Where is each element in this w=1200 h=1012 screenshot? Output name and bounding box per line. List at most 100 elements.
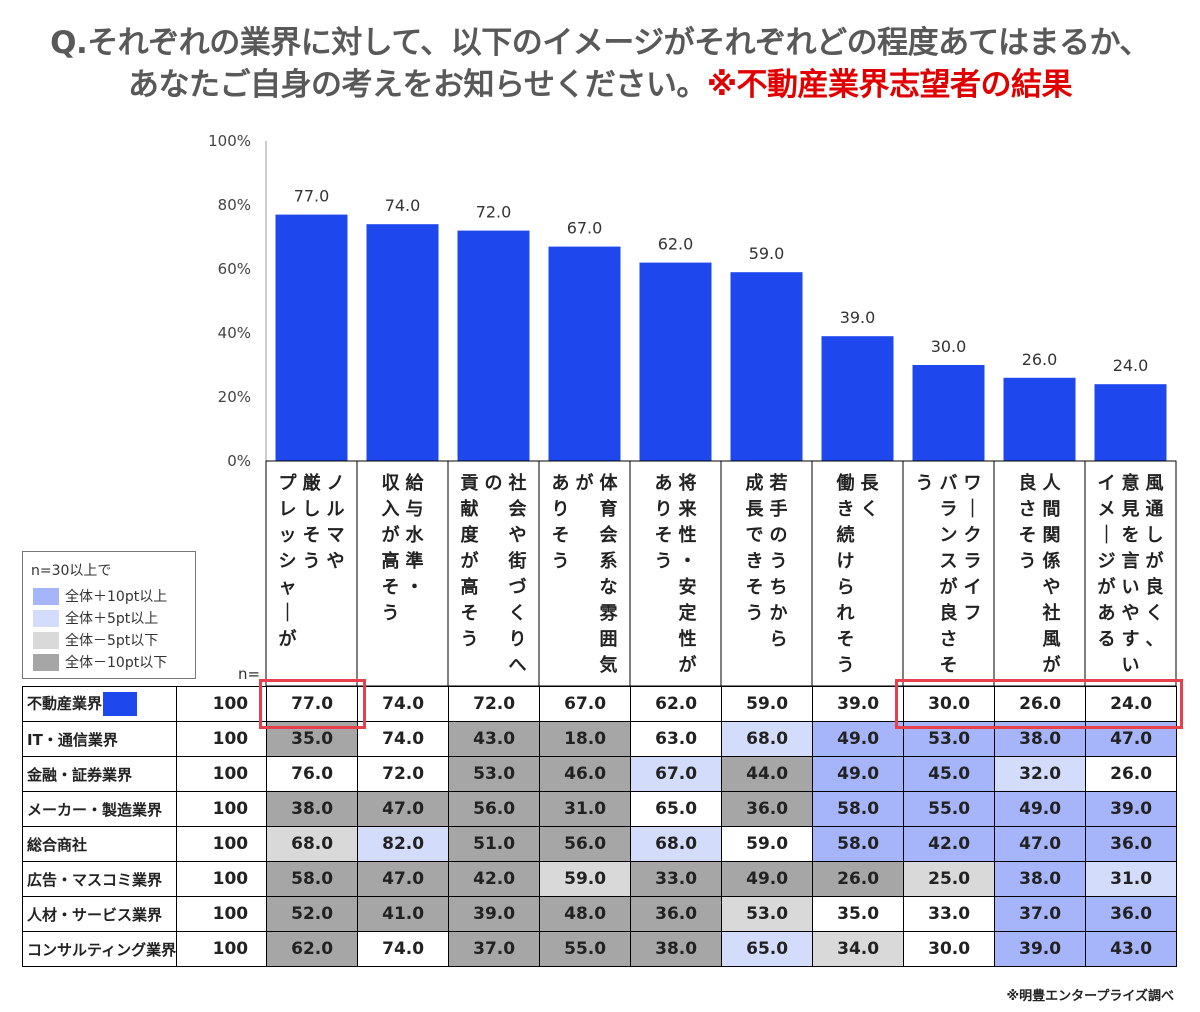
table-cell: 38.0 (266, 791, 359, 827)
table-cell: 67.0 (630, 756, 723, 792)
row-n: 100 (176, 931, 268, 967)
category-label-char: 会 (600, 524, 618, 546)
category-label-char: ノ (327, 473, 345, 494)
category-label-char: ッ (279, 525, 297, 546)
category-label-char: い (1122, 577, 1140, 598)
category-label-char: く (1146, 603, 1164, 624)
row-n: 100 (176, 826, 268, 862)
n-header: n= (238, 665, 261, 683)
category-label-char: 言 (1122, 550, 1140, 572)
table-cell: 36.0 (1085, 896, 1178, 932)
category-label-char: 度 (461, 524, 480, 546)
category-label-char: 系 (600, 551, 618, 572)
table-cell: 43.0 (448, 721, 541, 757)
legend-label: 全体＋10pt以上 (65, 589, 168, 605)
category-label-char: 将 (679, 472, 697, 494)
table-cell: 46.0 (539, 756, 632, 792)
table-cell: 32.0 (994, 756, 1087, 792)
category-label-char: う (461, 629, 479, 650)
table-cell: 53.0 (448, 756, 541, 792)
category-label-char: う (770, 551, 788, 572)
table-row: コンサルティング業界 100 62.0 74.0 37.0 55.0 38.0 65.0 34.… (21, 931, 1178, 967)
table-cell: 58.0 (812, 791, 905, 827)
category-label-char: け (837, 551, 855, 572)
category-label-char: ワ (964, 473, 982, 494)
row-label-text: 不動産業界 (27, 694, 103, 713)
category-label-char: 若 (769, 472, 788, 494)
category-label-char: や (1122, 603, 1140, 624)
category-label-char: ラ (964, 551, 982, 572)
table-cell: 51.0 (448, 826, 541, 862)
legend-swatch (33, 587, 59, 605)
data-label: 74.0 (385, 196, 421, 215)
table-cell: 82.0 (357, 826, 450, 862)
category-label-char: ク (964, 525, 982, 546)
table-cell: 74.0 (357, 686, 450, 722)
row-label-text: 広告・マスコミ業界 (27, 870, 163, 889)
title-highlight: ※不動産業界志望者の結果 (706, 67, 1073, 103)
category-label-char: が (279, 628, 297, 650)
category-label-char: が (1043, 654, 1061, 676)
table-row: 人材・サービス業界 100 52.0 41.0 39.0 48.0 36.0 53.0 35.0… (21, 896, 1178, 932)
table-cell: 36.0 (721, 791, 814, 827)
table-cell: 45.0 (903, 756, 996, 792)
category-label-char: ラ (940, 499, 958, 520)
data-label: 39.0 (840, 308, 876, 327)
table-cell: 55.0 (903, 791, 996, 827)
table-cell: 47.0 (357, 791, 450, 827)
category-label-char: イ (964, 577, 982, 598)
row-label: メーカー・製造業界 (21, 791, 178, 827)
category-label-char: を (1122, 525, 1140, 546)
table-cell: 42.0 (448, 861, 541, 897)
category-label-char: 間 (1043, 499, 1061, 520)
bar (639, 262, 712, 461)
legend-item: 全体－5pt以下 (33, 631, 158, 649)
table-cell: 24.0 (1085, 686, 1178, 722)
category-label-char: が (940, 576, 958, 598)
row-n: 100 (176, 861, 268, 897)
category-label-char: る (1098, 629, 1116, 650)
legend-swatch (33, 609, 59, 627)
table-cell: 26.0 (1085, 756, 1178, 792)
data-table: 不動産業界 100 77.0 74.0 72.0 67.0 62.0 59.0 39.0 30.0… (21, 686, 1178, 967)
legend-item: 全体－10pt以下 (33, 653, 167, 671)
category-label-char: そ (940, 655, 958, 676)
category-label-char: ・ (679, 551, 697, 572)
category-label-char: そ (655, 525, 673, 546)
category-label-char: ン (940, 525, 958, 546)
category-label-char: う (552, 551, 570, 572)
category-label-char: 収 (382, 473, 401, 494)
legend: n=30以上で 全体＋10pt以上 全体＋5pt以上 全体－5pt以下 全体－1… (22, 551, 196, 679)
category-label-char: 意 (1122, 472, 1140, 494)
category-label-char: 良 (1146, 576, 1164, 598)
table-cell: 53.0 (721, 896, 814, 932)
row-label: IT・通信業界 (21, 721, 178, 757)
table-cell: 63.0 (630, 721, 723, 757)
data-label: 62.0 (658, 235, 694, 254)
category-label-char: れ (837, 603, 855, 624)
category-label-char: へ (509, 655, 527, 676)
row-label: 総合商社 (21, 826, 178, 862)
category-label-char: 関 (1043, 525, 1061, 546)
row-label-text: コンサルティング業界 (27, 940, 177, 959)
bar (1003, 377, 1076, 461)
row-label: 不動産業界 (21, 686, 178, 722)
category-label-char: そ (382, 577, 400, 598)
table-cell: 18.0 (539, 721, 632, 757)
bar (821, 336, 894, 461)
row-n: 100 (176, 686, 268, 722)
category-label-char: 社 (1043, 602, 1061, 624)
table-cell: 74.0 (357, 721, 450, 757)
table-cell: 44.0 (721, 756, 814, 792)
category-label-char: そ (461, 603, 479, 624)
category-label-char: 高 (382, 550, 400, 572)
table-cell: 31.0 (539, 791, 632, 827)
table-row: 金融・証券業界 100 76.0 72.0 53.0 46.0 67.0 44.0 49.0 45… (21, 756, 1178, 792)
bar (730, 272, 803, 461)
table-cell: 47.0 (994, 826, 1087, 862)
category-label-char: 準 (406, 550, 424, 572)
category-label-char: う (655, 551, 673, 572)
table-row: 広告・マスコミ業界 100 58.0 47.0 42.0 59.0 33.0 49.0 26.0… (21, 861, 1178, 897)
category-label-char: り (655, 499, 673, 520)
category-label-char: ｜ (1098, 524, 1116, 546)
